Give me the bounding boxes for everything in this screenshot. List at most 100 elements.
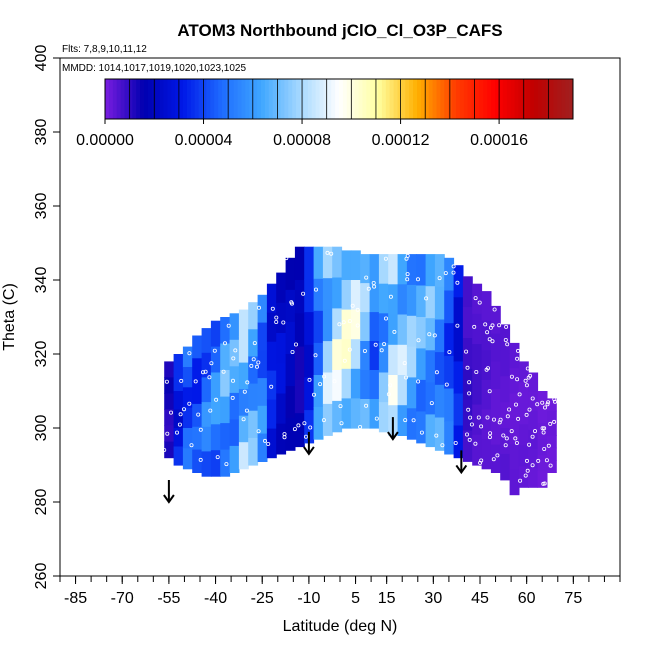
- heatmap-cell: [518, 424, 529, 446]
- observation-dot: [179, 378, 184, 383]
- observation-dot: [208, 408, 213, 413]
- observation-dot: [187, 351, 192, 356]
- heatmap-cell: [481, 350, 492, 381]
- colorbar-segment: [342, 79, 348, 119]
- observation-dot: [162, 447, 167, 452]
- heatmap-cell: [528, 429, 539, 450]
- heatmap-cell: [537, 455, 548, 472]
- down-arrow-marker: [387, 417, 399, 441]
- heatmap-cell: [173, 428, 184, 448]
- heatmap-cell: [453, 425, 464, 459]
- observation-dot: [221, 369, 226, 374]
- colorbar-segment: [413, 79, 418, 119]
- colorbar-segment: [483, 79, 488, 119]
- heatmap-cell: [472, 374, 483, 406]
- heatmap-cell: [425, 254, 436, 287]
- heatmap-cell: [285, 257, 296, 291]
- colorbar-segment: [378, 79, 383, 119]
- colorbar-segment: [448, 79, 453, 119]
- observation-dot: [187, 401, 192, 406]
- observation-dot: [416, 379, 421, 384]
- heatmap-cell: [322, 341, 333, 374]
- observation-dot: [540, 400, 545, 405]
- heatmap-cell: [416, 317, 427, 349]
- heatmap-cell: [350, 309, 361, 340]
- observation-dot: [358, 424, 363, 429]
- heatmap-cell: [192, 335, 203, 359]
- colorbar-segment: [518, 79, 523, 119]
- observation-dot: [289, 301, 294, 306]
- heatmap-cell: [481, 439, 492, 470]
- heatmap-cell: [341, 309, 352, 340]
- colorbar-segment: [307, 79, 313, 119]
- heatmap-cell: [453, 361, 464, 395]
- observation-dot: [466, 407, 471, 412]
- heatmap-cell: [490, 361, 501, 390]
- heatmap-cell: [462, 368, 473, 401]
- observation-dot: [252, 341, 257, 346]
- colorbar-segment: [183, 79, 188, 119]
- heatmap-cell: [294, 246, 305, 281]
- down-arrow-marker: [163, 480, 175, 504]
- colorbar-segment: [296, 79, 301, 119]
- heatmap-cell: [378, 372, 389, 403]
- colorbar-segment: [144, 79, 149, 119]
- observation-dot: [444, 382, 449, 387]
- colorbar-segment: [553, 79, 558, 119]
- colorbar-segment: [420, 79, 426, 119]
- observation-dot: [434, 433, 439, 438]
- colorbar-tick-label: 0.00016: [470, 132, 528, 149]
- observation-dot: [490, 339, 495, 344]
- observation-dot: [215, 455, 220, 460]
- colorbar-segment: [510, 79, 515, 119]
- colorbar-tick-label: 0.00004: [175, 132, 233, 149]
- heatmap-cell: [481, 409, 492, 440]
- heatmap-cell: [453, 297, 464, 330]
- observation-dot: [355, 307, 360, 312]
- observation-dot: [226, 323, 231, 328]
- colorbar-segment: [167, 79, 172, 119]
- heatmap-cell: [481, 379, 492, 411]
- observation-dot: [443, 271, 448, 276]
- colorbar-segment: [479, 79, 484, 119]
- heatmap-cell: [164, 361, 175, 378]
- heatmap-cell: [266, 428, 277, 459]
- heatmap-cell: [313, 375, 324, 408]
- observation-dot: [546, 443, 551, 448]
- y-axis: 260 280 300 320 340 360 380 400: [33, 45, 60, 590]
- observation-dot: [249, 363, 254, 368]
- colorbar-segment: [463, 79, 469, 119]
- colorbar-segment: [284, 79, 289, 119]
- heatmap-cell: [201, 402, 212, 428]
- heatmap-cell: [332, 246, 343, 279]
- heatmap-cell: [257, 350, 268, 379]
- x-tick-label: 75: [564, 590, 582, 607]
- observation-dot: [526, 375, 531, 380]
- observation-dot: [535, 402, 540, 407]
- observation-dot: [467, 437, 472, 442]
- colorbar-segment: [335, 79, 340, 119]
- colorbar-segment: [108, 79, 114, 119]
- colorbar-segment: [514, 79, 519, 119]
- observation-dot: [437, 276, 442, 281]
- heatmap-cell: [313, 407, 324, 440]
- heatmap-cell: [182, 367, 193, 388]
- y-tick-label: 260: [33, 563, 50, 590]
- y-tick-label: 300: [33, 415, 50, 442]
- colorbar-segment: [495, 79, 500, 119]
- observation-dot: [524, 412, 529, 417]
- observation-dot: [296, 423, 301, 428]
- heatmap-cell: [248, 437, 259, 466]
- observation-dot: [530, 434, 535, 439]
- observation-dot: [455, 280, 460, 285]
- heatmap-cell: [332, 400, 343, 433]
- heatmap-cell: [257, 322, 268, 351]
- observation-dot: [405, 277, 410, 282]
- heatmap-cell: [276, 272, 287, 304]
- heatmap-cell: [397, 284, 408, 316]
- heatmap-cell: [285, 321, 296, 355]
- heatmap-cell: [416, 411, 427, 444]
- heatmap-cell: [304, 344, 315, 379]
- x-tick-label: 30: [424, 590, 442, 607]
